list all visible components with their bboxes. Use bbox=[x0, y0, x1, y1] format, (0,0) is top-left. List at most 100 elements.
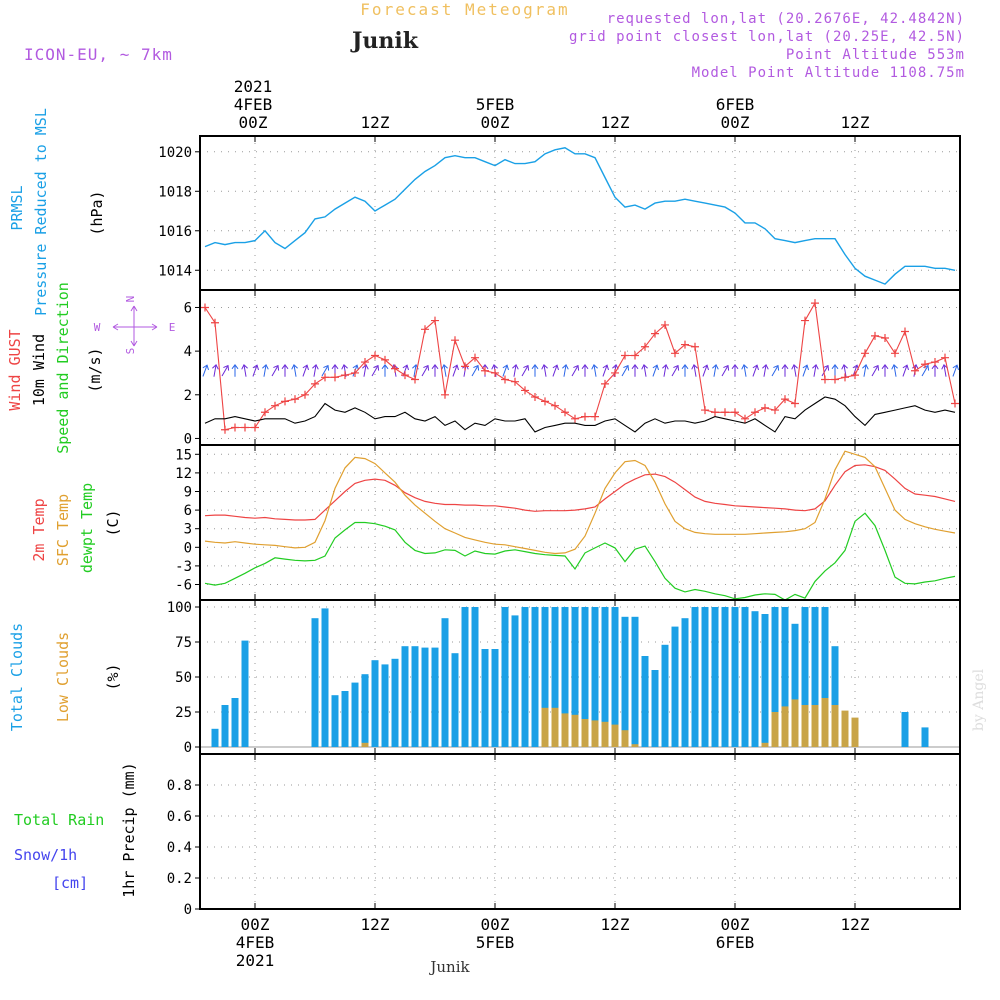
panel-frame-precip bbox=[199, 753, 961, 910]
gust-point bbox=[301, 390, 309, 399]
barb-shaft bbox=[713, 365, 717, 377]
gust-point bbox=[231, 423, 239, 432]
barb-shaft bbox=[413, 365, 417, 377]
wind-direction-barb bbox=[741, 364, 748, 377]
dewpt-temp-label: dewpt Temp bbox=[78, 483, 96, 573]
wind-10m-label: 10m Wind bbox=[30, 334, 48, 406]
wind-direction-barb bbox=[581, 363, 589, 377]
total-cloud-bar bbox=[331, 695, 339, 747]
low-cloud-bar bbox=[591, 720, 599, 747]
gust-point bbox=[321, 373, 329, 382]
barb-head bbox=[562, 364, 569, 370]
wind-direction-barb bbox=[431, 363, 439, 377]
barb-head bbox=[691, 364, 698, 370]
gust-point bbox=[801, 316, 809, 325]
gust-point bbox=[851, 371, 859, 380]
compass-e: E bbox=[169, 321, 176, 334]
total-cloud-bar bbox=[321, 608, 329, 747]
barb-shaft bbox=[502, 365, 508, 377]
total-clouds-label: Total Clouds bbox=[8, 623, 26, 731]
total-cloud-bar bbox=[611, 607, 619, 747]
y-tick-label: 0 bbox=[184, 902, 192, 918]
wind-direction-barb bbox=[512, 364, 519, 377]
barb-shaft bbox=[521, 366, 528, 377]
barb-shaft bbox=[602, 365, 608, 377]
y-tick-label: 0.4 bbox=[167, 840, 192, 856]
y-tick-label: 6 bbox=[184, 503, 192, 519]
top-tick-label: 00Z bbox=[721, 113, 750, 132]
wind-direction-barb bbox=[241, 364, 248, 377]
wind-speed-dir-label: Speed and Direction bbox=[54, 282, 72, 454]
gust-point bbox=[331, 373, 339, 382]
compass-rose: W E N S bbox=[94, 296, 176, 355]
panel-wind: 0 2 4 6 bbox=[184, 290, 960, 447]
precip-unit-label: 1hr Precip (mm) bbox=[120, 762, 138, 897]
total-cloud-bar bbox=[651, 670, 659, 747]
total-cloud-bar bbox=[401, 646, 409, 747]
panel-temperature: -6 -3 0 3 6 9 12 15 bbox=[175, 445, 960, 601]
top-date-label: 5FEB bbox=[476, 95, 515, 114]
gust-point bbox=[761, 403, 769, 412]
wind-direction-barb bbox=[641, 364, 648, 377]
wind-direction-barb bbox=[202, 364, 209, 377]
total-cloud-bar bbox=[741, 607, 749, 747]
total-cloud-bar bbox=[371, 660, 379, 747]
barb-shaft bbox=[552, 365, 558, 377]
top-tick-label: 12Z bbox=[841, 113, 870, 132]
low-cloud-bar bbox=[581, 719, 589, 747]
total-cloud-bar bbox=[781, 607, 789, 747]
footer-location: Junik bbox=[428, 958, 470, 976]
wind-direction-barb bbox=[952, 364, 959, 377]
barb-head bbox=[362, 364, 369, 370]
low-cloud-bar bbox=[621, 730, 629, 747]
wind-direction-barb bbox=[931, 363, 939, 377]
gust-point bbox=[291, 395, 299, 404]
gust-point bbox=[721, 408, 729, 417]
gust-point bbox=[551, 401, 559, 410]
t2m-label: 2m Temp bbox=[30, 498, 48, 561]
wind-direction-barb bbox=[321, 364, 330, 377]
t2m-line bbox=[204, 464, 956, 521]
prmsl-label: PRMSL bbox=[8, 185, 26, 230]
y-tick-label: 50 bbox=[175, 670, 192, 686]
barb-shaft bbox=[743, 365, 747, 377]
barb-head bbox=[223, 364, 230, 371]
wind-direction-barb bbox=[752, 364, 759, 377]
gust-point bbox=[681, 340, 689, 349]
barb-head bbox=[602, 364, 609, 371]
total-rain-label: Total Rain bbox=[14, 811, 104, 829]
gust-point bbox=[381, 355, 389, 364]
panel-pressure: 1014 1016 1018 1020 bbox=[158, 136, 960, 290]
gust-point bbox=[461, 362, 469, 371]
gust-point bbox=[841, 373, 849, 382]
low-cloud-bar bbox=[541, 707, 549, 747]
barb-head bbox=[331, 363, 339, 370]
barb-shaft bbox=[293, 365, 297, 377]
y-tick-label: -6 bbox=[175, 578, 192, 594]
wind-direction-barb bbox=[881, 363, 889, 377]
wind-direction-barb bbox=[702, 364, 709, 377]
wind-direction-barb bbox=[891, 364, 898, 377]
low-cloud-bar bbox=[841, 710, 849, 747]
panel-frame-pressure bbox=[199, 135, 961, 291]
gust-point bbox=[521, 386, 529, 395]
low-cloud-bar bbox=[791, 699, 799, 747]
top-year-label: 2021 bbox=[234, 77, 273, 96]
total-cloud-bar bbox=[921, 727, 929, 747]
wind-direction-barb bbox=[721, 364, 730, 377]
wind-direction-barb bbox=[291, 364, 298, 377]
gust-point bbox=[711, 408, 719, 417]
barb-head bbox=[591, 364, 598, 370]
wind-direction-barb bbox=[831, 363, 839, 377]
barb-shaft bbox=[621, 366, 628, 377]
barb-head bbox=[273, 364, 280, 371]
total-cloud-bar bbox=[751, 611, 759, 747]
wind-direction-barb bbox=[812, 364, 819, 377]
gust-point bbox=[631, 351, 639, 360]
gust-point bbox=[691, 342, 699, 351]
wind-direction-barb bbox=[212, 364, 219, 377]
gridpoint-coords: grid point closest lon,lat (20.25E, 42.5… bbox=[569, 29, 965, 45]
gust-point bbox=[361, 358, 369, 367]
barb-shaft bbox=[952, 365, 958, 377]
